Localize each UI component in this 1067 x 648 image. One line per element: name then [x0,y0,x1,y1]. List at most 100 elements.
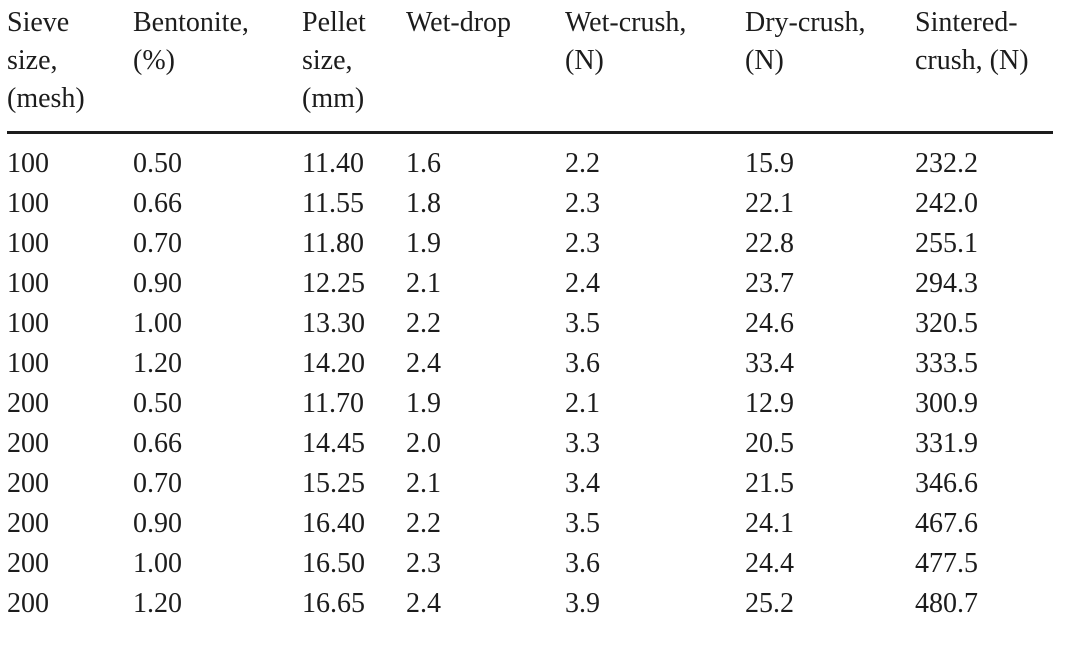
table-cell-wet_crush: 3.9 [565,588,600,619]
table-cell-sieve_size: 100 [7,148,49,179]
table-cell-sieve_size: 200 [7,508,49,539]
table-cell-wet_drop: 1.6 [406,148,441,179]
table-cell-sintered_crush: 331.9 [915,428,978,459]
table-cell-pellet_size: 14.45 [302,428,365,459]
table-cell-dry_crush: 33.4 [745,348,794,379]
table-cell-wet_crush: 2.3 [565,188,600,219]
table-cell-sintered_crush: 294.3 [915,268,978,299]
table-cell-sieve_size: 100 [7,228,49,259]
table-row: 200 0.66 14.45 2.0 3.3 20.5 331.9 [7,424,1053,464]
table-cell-pellet_size: 14.20 [302,348,365,379]
table-cell-dry_crush: 23.7 [745,268,794,299]
table-cell-bentonite: 1.20 [133,588,182,619]
table-cell-dry_crush: 25.2 [745,588,794,619]
table-cell-wet_drop: 2.4 [406,588,441,619]
column-header-wet-drop: Wet-drop [406,4,565,134]
table-cell-bentonite: 0.50 [133,388,182,419]
table-cell-dry_crush: 24.6 [745,308,794,339]
table-cell-wet_crush: 3.6 [565,348,600,379]
table-cell-bentonite: 0.70 [133,468,182,499]
table-cell-wet_drop: 2.2 [406,308,441,339]
table-cell-wet_drop: 2.0 [406,428,441,459]
table-cell-pellet_size: 11.80 [302,228,364,259]
table-cell-bentonite: 0.66 [133,188,182,219]
table-cell-wet_drop: 2.2 [406,508,441,539]
table-cell-wet_crush: 3.4 [565,468,600,499]
table-cell-sieve_size: 200 [7,548,49,579]
table-cell-dry_crush: 21.5 [745,468,794,499]
table-row: 100 0.66 11.55 1.8 2.3 22.1 242.0 [7,184,1053,224]
column-header-pellet-size: Pellet size, (mm) [302,4,406,134]
table-cell-wet_crush: 3.6 [565,548,600,579]
table-cell-bentonite: 1.00 [133,308,182,339]
table-body: 100 0.50 11.40 1.6 2.2 15.9 232.2 100 0.66 11.55 1… [7,133,1053,625]
table-cell-sintered_crush: 467.6 [915,508,978,539]
table-cell-sintered_crush: 477.5 [915,548,978,579]
table-cell-bentonite: 0.90 [133,268,182,299]
table-cell-pellet_size: 11.70 [302,388,364,419]
table-cell-dry_crush: 22.1 [745,188,794,219]
table-cell-sieve_size: 200 [7,388,49,419]
table-cell-wet_drop: 1.9 [406,388,441,419]
table-cell-wet_crush: 3.3 [565,428,600,459]
table-cell-wet_crush: 2.2 [565,148,600,179]
table-cell-sintered_crush: 320.5 [915,308,978,339]
table-cell-sintered_crush: 255.1 [915,228,978,259]
table-row: 100 0.90 12.25 2.1 2.4 23.7 294.3 [7,264,1053,304]
column-header-sieve-size: Sieve size, (mesh) [7,4,133,134]
table-cell-wet_crush: 2.1 [565,388,600,419]
header-row: Sieve size, (mesh) Bentonite, (%) Pellet… [7,4,1053,134]
table-cell-sintered_crush: 242.0 [915,188,978,219]
table-cell-dry_crush: 20.5 [745,428,794,459]
table-cell-sieve_size: 100 [7,268,49,299]
table-cell-pellet_size: 15.25 [302,468,365,499]
table-cell-bentonite: 0.50 [133,148,182,179]
table-cell-sintered_crush: 480.7 [915,588,978,619]
table-row: 200 0.50 11.70 1.9 2.1 12.9 300.9 [7,384,1053,424]
table-cell-wet_drop: 2.1 [406,468,441,499]
table-row: 100 0.50 11.40 1.6 2.2 15.9 232.2 [7,133,1053,185]
table-cell-wet_drop: 2.3 [406,548,441,579]
table-row: 100 0.70 11.80 1.9 2.3 22.8 255.1 [7,224,1053,264]
table-cell-wet_crush: 2.3 [565,228,600,259]
table-cell-dry_crush: 24.4 [745,548,794,579]
table-cell-sieve_size: 200 [7,428,49,459]
table-cell-wet_drop: 1.9 [406,228,441,259]
table-cell-bentonite: 0.66 [133,428,182,459]
table-row: 200 0.90 16.40 2.2 3.5 24.1 467.6 [7,504,1053,544]
table-cell-wet_crush: 2.4 [565,268,600,299]
column-header-wet-crush: Wet-crush, (N) [565,4,745,134]
table-cell-wet_drop: 2.1 [406,268,441,299]
table-cell-dry_crush: 15.9 [745,148,794,179]
table-cell-bentonite: 0.90 [133,508,182,539]
table-cell-sintered_crush: 300.9 [915,388,978,419]
pellet-properties-table: Sieve size, (mesh) Bentonite, (%) Pellet… [7,4,1053,624]
table-cell-bentonite: 0.70 [133,228,182,259]
table-cell-sintered_crush: 346.6 [915,468,978,499]
table-cell-sieve_size: 200 [7,468,49,499]
column-header-dry-crush: Dry-crush, (N) [745,4,915,134]
table-cell-sieve_size: 200 [7,588,49,619]
table-cell-sieve_size: 100 [7,308,49,339]
table-cell-pellet_size: 13.30 [302,308,365,339]
table-cell-wet_drop: 1.8 [406,188,441,219]
table-cell-wet_crush: 3.5 [565,508,600,539]
table-cell-pellet_size: 16.50 [302,548,365,579]
table-cell-sieve_size: 100 [7,348,49,379]
column-header-bentonite: Bentonite, (%) [133,4,302,134]
table-cell-sintered_crush: 232.2 [915,148,978,179]
table-cell-pellet_size: 12.25 [302,268,365,299]
table-cell-dry_crush: 22.8 [745,228,794,259]
column-header-sintered-crush: Sintered- crush, (N) [915,4,1053,134]
table-cell-bentonite: 1.00 [133,548,182,579]
table-cell-pellet_size: 11.55 [302,188,364,219]
table-cell-dry_crush: 12.9 [745,388,794,419]
table-cell-pellet_size: 11.40 [302,148,364,179]
table-row: 100 1.20 14.20 2.4 3.6 33.4 333.5 [7,344,1053,384]
table-cell-sintered_crush: 333.5 [915,348,978,379]
table-cell-bentonite: 1.20 [133,348,182,379]
table-cell-wet_drop: 2.4 [406,348,441,379]
table-cell-pellet_size: 16.65 [302,588,365,619]
table-row: 200 0.70 15.25 2.1 3.4 21.5 346.6 [7,464,1053,504]
